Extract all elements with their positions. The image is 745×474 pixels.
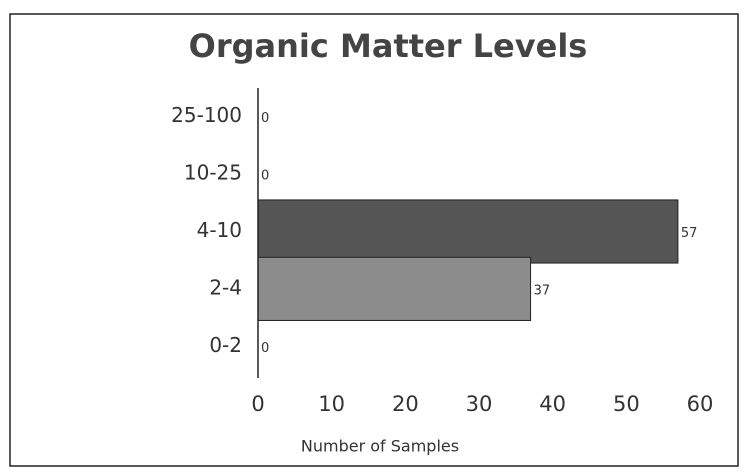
x-axis-label: Number of Samples (301, 437, 459, 456)
y-tick-label: 4-10 (197, 218, 242, 242)
y-tick-label: 25-100 (171, 103, 242, 127)
data-label: 0 (261, 341, 269, 356)
y-tick-label: 10-25 (184, 161, 242, 185)
bar (257, 199, 679, 264)
data-label: 0 (261, 111, 269, 126)
x-tick-label: 60 (687, 392, 714, 416)
chart-title: Organic Matter Levels (189, 27, 588, 65)
x-tick-label: 10 (318, 392, 345, 416)
bar (257, 256, 532, 321)
y-tick-label: 0-2 (209, 333, 242, 357)
x-tick-label: 40 (539, 392, 566, 416)
x-tick-label: 0 (251, 392, 264, 416)
data-label: 0 (261, 169, 269, 184)
x-tick-label: 50 (613, 392, 640, 416)
data-label: 37 (534, 283, 551, 298)
x-tick-label: 20 (392, 392, 419, 416)
x-tick-label: 30 (466, 392, 493, 416)
y-tick-label: 2-4 (209, 275, 242, 299)
data-label: 57 (681, 226, 698, 241)
